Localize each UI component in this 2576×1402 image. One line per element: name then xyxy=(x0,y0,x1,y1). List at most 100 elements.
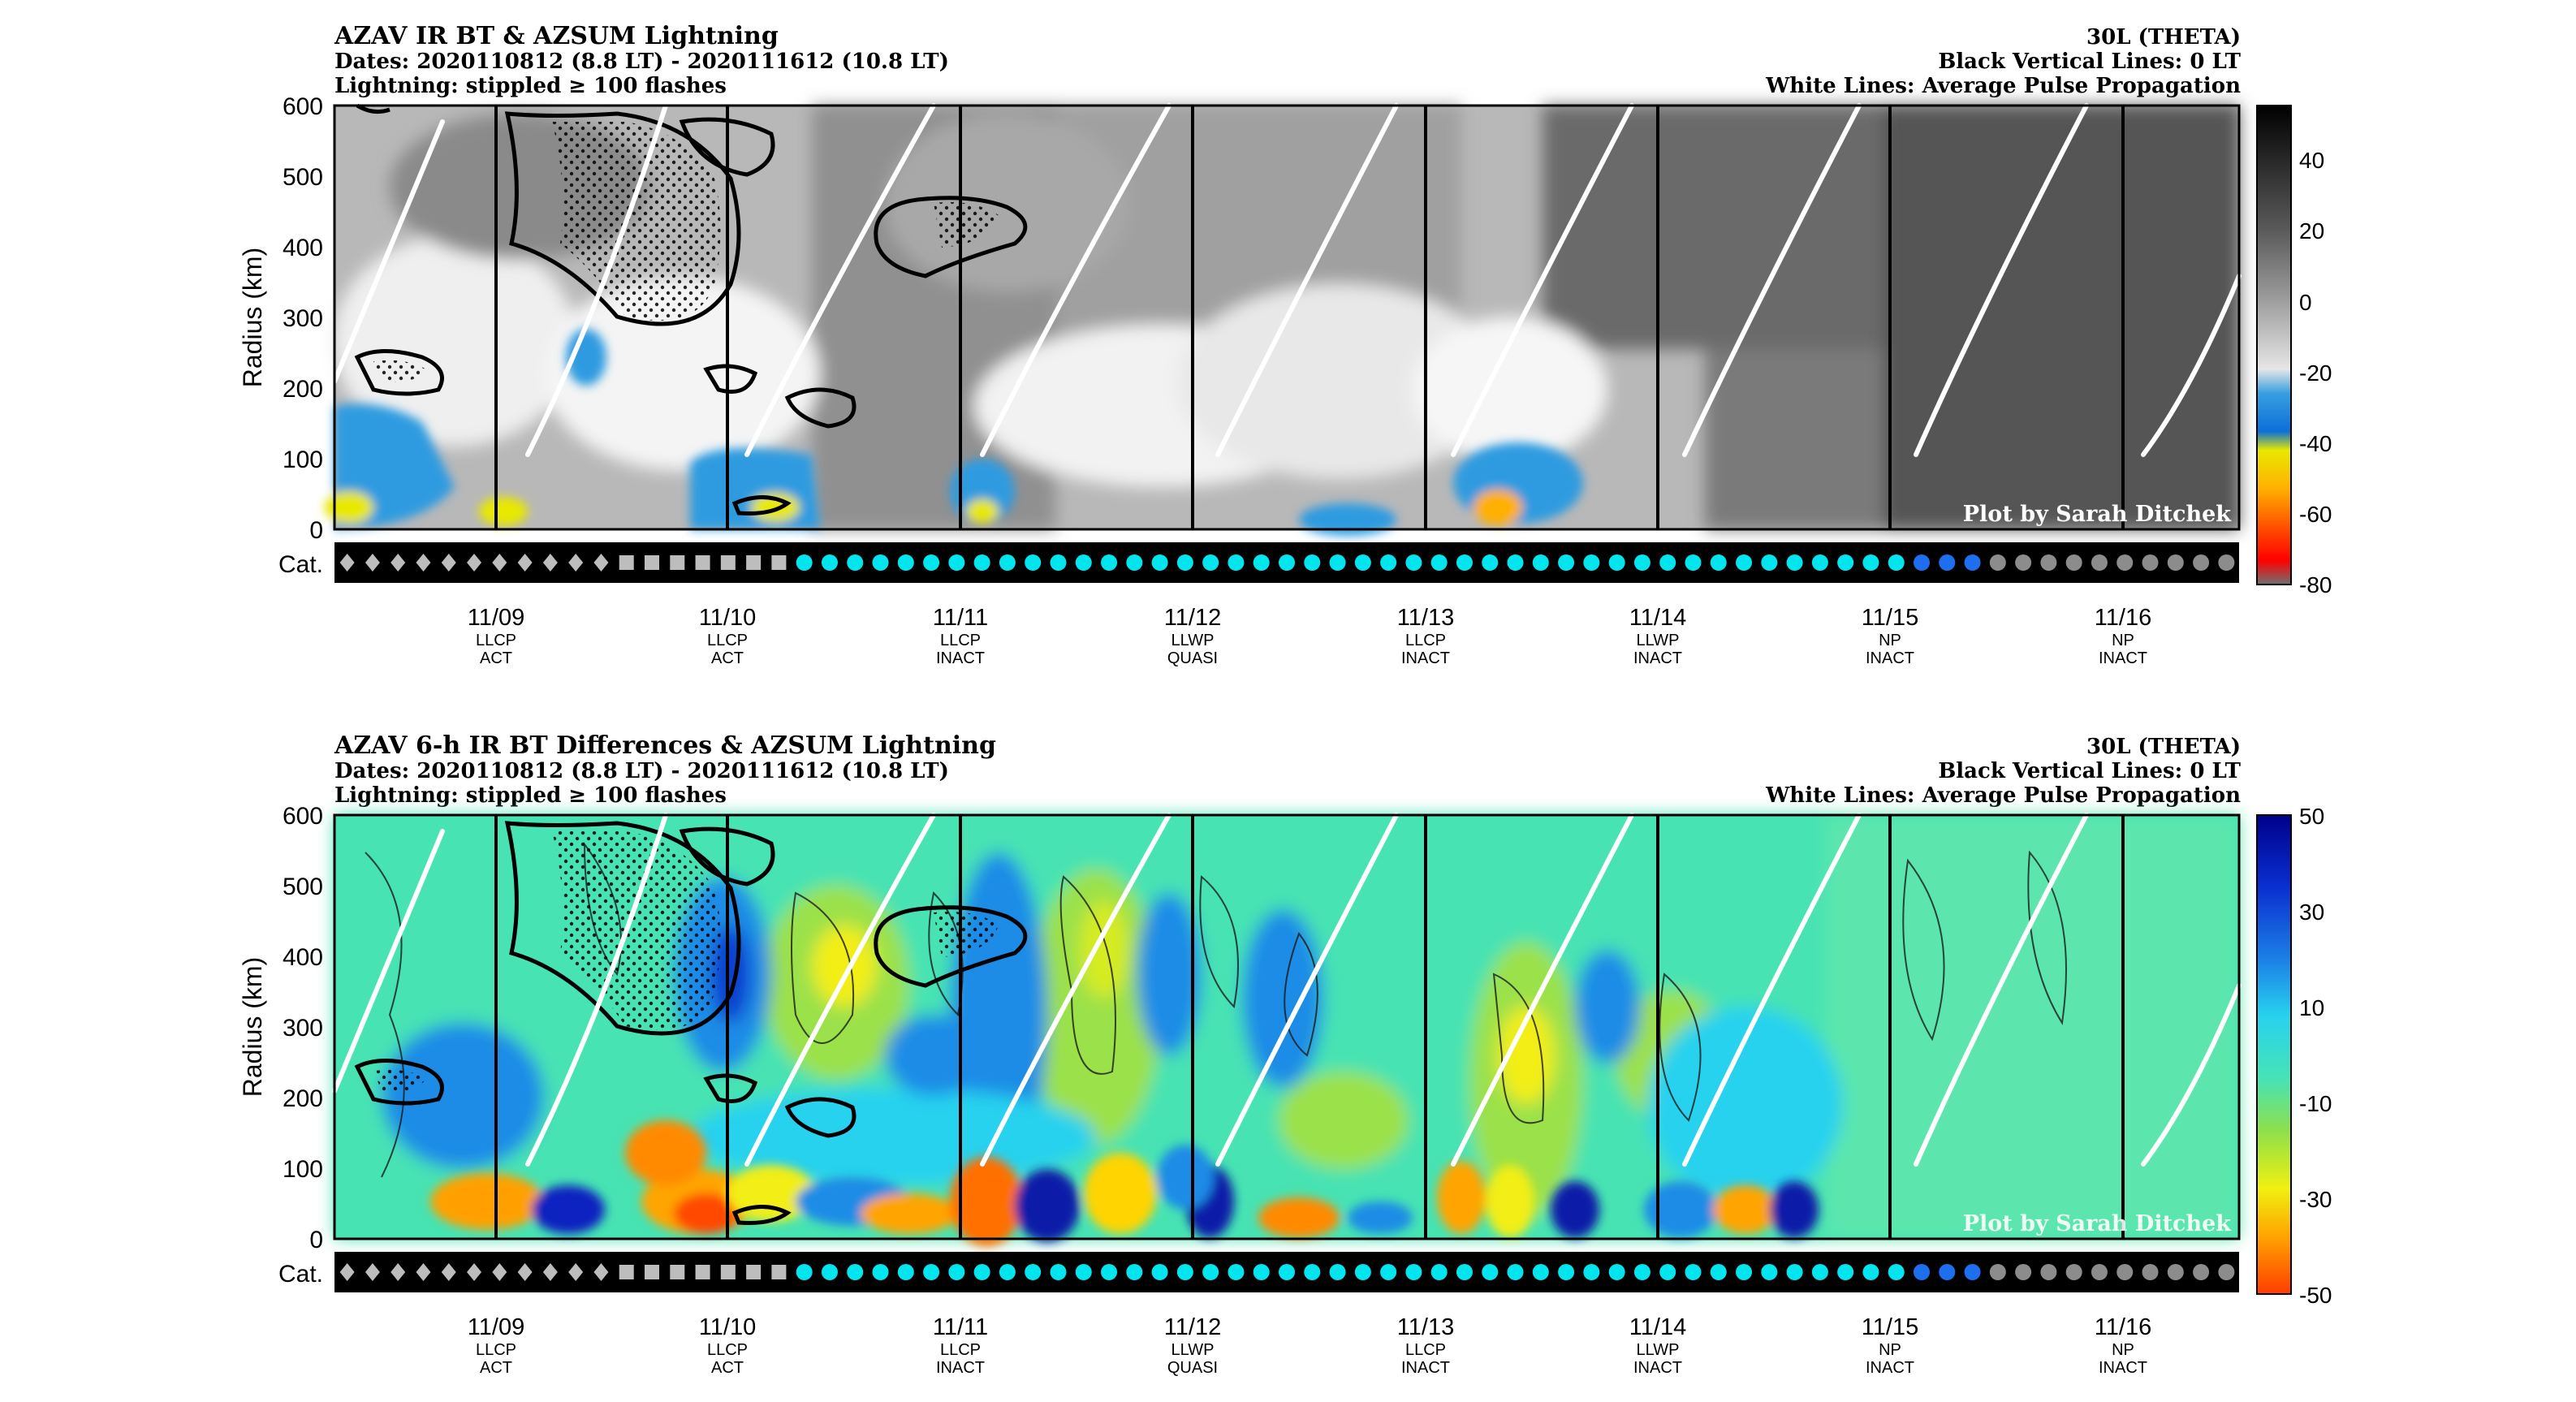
x-axis: 11/09 LLCP ACT 11/10 LLCP ACT 11/11 LLCP… xyxy=(468,605,2151,667)
category-marker-diamond xyxy=(593,554,609,572)
category-marker-circle xyxy=(1989,1264,2006,1280)
colorbar-tick-label: -20 xyxy=(2299,360,2332,386)
category-marker-square xyxy=(670,1265,685,1279)
category-marker-circle xyxy=(847,1264,864,1280)
category-marker-circle xyxy=(2040,554,2057,571)
category-marker-diamond xyxy=(593,1263,609,1281)
category-marker-circle xyxy=(1050,1264,1067,1280)
x-tick-regime: NP xyxy=(1879,1341,1901,1359)
category-marker-circle xyxy=(2015,554,2032,571)
category-marker-circle xyxy=(1710,554,1727,571)
category-marker-circle xyxy=(948,554,965,571)
x-tick-group: 11/13 LLCP INACT xyxy=(1397,1314,1454,1377)
y-tick-label: 500 xyxy=(283,164,323,191)
colorbar-tick-label: -80 xyxy=(2299,572,2332,597)
category-marker-circle xyxy=(1075,1264,1092,1280)
category-marker-circle xyxy=(1025,554,1042,571)
x-tick-phase: INACT xyxy=(1866,1359,1914,1377)
category-marker-circle xyxy=(948,1264,965,1280)
y-tick-label: 500 xyxy=(283,874,323,900)
colorbar-tick-label: -40 xyxy=(2299,431,2332,456)
colorbar-tick-label: 0 xyxy=(2299,290,2312,315)
x-tick-regime: LLCP xyxy=(1405,632,1446,649)
category-marker-circle xyxy=(999,1264,1016,1280)
category-marker-square xyxy=(670,555,685,570)
category-marker-circle xyxy=(821,554,838,571)
colorbar-tick-label: 30 xyxy=(2299,899,2324,925)
x-tick-phase: ACT xyxy=(480,649,512,667)
x-tick-group: 11/14 LLWP INACT xyxy=(1629,605,1686,667)
x-tick-phase: ACT xyxy=(711,1359,744,1377)
category-marker-square xyxy=(720,1265,736,1279)
y-axis-label: Radius (km) xyxy=(238,957,267,1097)
colorbar: 50 30 10 -10 -30 -50 xyxy=(2256,804,2332,1308)
category-marker-square xyxy=(746,1265,762,1279)
category-marker-circle xyxy=(2142,554,2159,571)
category-marker-circle xyxy=(1633,554,1650,571)
category-marker-diamond xyxy=(467,1263,482,1281)
category-marker-diamond xyxy=(416,1263,431,1281)
category-marker-circle xyxy=(1176,554,1193,571)
category-marker-diamond xyxy=(517,1263,533,1281)
x-tick-date: 11/12 xyxy=(1164,605,1221,631)
panel-white-lines-note: White Lines: Average Pulse Propagation xyxy=(1765,783,2241,808)
category-marker-circle xyxy=(1405,554,1422,571)
x-tick-group: 11/14 LLWP INACT xyxy=(1629,1314,1686,1377)
category-marker-circle xyxy=(1075,554,1092,571)
category-marker-circle xyxy=(796,1264,813,1280)
category-marker-circle xyxy=(1786,1264,1803,1280)
x-tick-regime: LLCP xyxy=(940,1341,981,1359)
category-marker-square xyxy=(720,555,736,570)
colorbar-tick-label: 50 xyxy=(2299,804,2324,829)
category-marker-circle xyxy=(2142,1264,2159,1280)
x-tick-regime: LLCP xyxy=(940,632,981,649)
y-tick-label: 300 xyxy=(283,305,323,332)
panel-lightning-note: Lightning: stippled ≥ 100 flashes xyxy=(334,783,727,808)
x-tick-group: 11/15 NP INACT xyxy=(1862,1314,1918,1377)
y-axis: Radius (km) 600 500 400 300 200 100 0 xyxy=(238,803,323,1253)
category-marker-diamond xyxy=(492,1263,507,1281)
category-marker-circle xyxy=(1964,554,1981,571)
x-tick-date: 11/16 xyxy=(2095,1314,2151,1340)
y-tick-label: 100 xyxy=(283,1156,323,1183)
category-marker-diamond xyxy=(390,1263,406,1281)
category-marker-circle xyxy=(1685,1264,1702,1280)
category-marker-circle xyxy=(1532,1264,1549,1280)
y-tick-label: 600 xyxy=(283,93,323,120)
category-marker-circle xyxy=(1862,554,1879,571)
category-markers xyxy=(339,1263,2235,1281)
colorbar-tick-label: -10 xyxy=(2299,1091,2332,1116)
category-marker-circle xyxy=(1456,554,1473,571)
colorbar-tick-label: 10 xyxy=(2299,995,2324,1020)
category-marker-circle xyxy=(872,554,889,571)
x-tick-regime: NP xyxy=(2112,1341,2134,1359)
category-marker-circle xyxy=(973,1264,990,1280)
panel-top: AZAV IR BT & AZSUM Lightning Dates: 2020… xyxy=(238,22,2332,667)
x-tick-regime: LLCP xyxy=(476,632,516,649)
category-marker-circle xyxy=(2091,554,2108,571)
x-tick-group: 11/11 LLCP INACT xyxy=(933,605,988,667)
category-marker-circle xyxy=(1914,1264,1930,1280)
x-tick-date: 11/10 xyxy=(699,605,756,631)
category-marker-diamond xyxy=(390,554,406,572)
category-marker-diamond xyxy=(365,1263,380,1281)
category-marker-circle xyxy=(872,1264,889,1280)
x-tick-regime: LLWP xyxy=(1171,632,1215,649)
y-tick-label: 200 xyxy=(283,376,323,403)
category-marker-circle xyxy=(1964,1264,1981,1280)
category-marker-circle xyxy=(1659,554,1676,571)
category-marker-circle xyxy=(1176,1264,1193,1280)
x-tick-date: 11/14 xyxy=(1629,605,1686,631)
category-label: Cat. xyxy=(278,1261,323,1288)
x-tick-regime: LLWP xyxy=(1171,1341,1215,1359)
colorbar-tick-label: 20 xyxy=(2299,218,2324,244)
x-tick-phase: INACT xyxy=(936,649,985,667)
x-tick-phase: QUASI xyxy=(1167,649,1218,667)
x-tick-date: 11/12 xyxy=(1164,1314,1221,1340)
x-tick-group: 11/12 LLWP QUASI xyxy=(1164,1314,1221,1377)
category-marker-circle xyxy=(2015,1264,2032,1280)
category-markers xyxy=(339,554,2235,572)
colorbar-scale xyxy=(2256,814,2292,1295)
category-marker-diamond xyxy=(416,554,431,572)
category-marker-circle xyxy=(1050,554,1067,571)
